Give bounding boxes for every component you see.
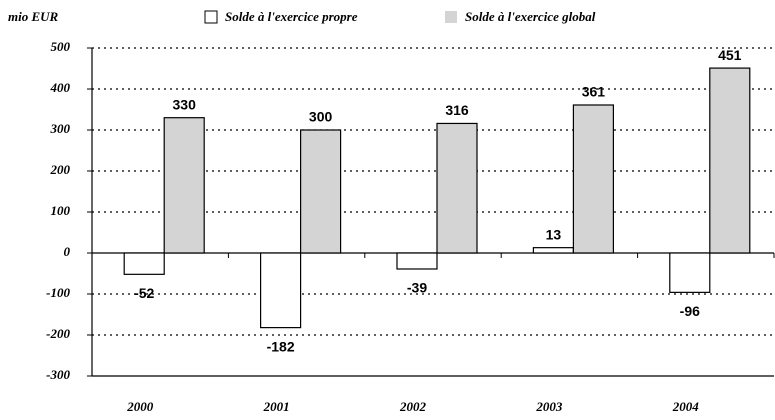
bar (532, 247, 575, 254)
legend-swatch (445, 11, 457, 23)
x-tick-label: 2000 (126, 399, 154, 414)
y-tick-label: 100 (51, 203, 71, 218)
x-tick-label: 2004 (672, 399, 700, 414)
y-tick-label: 200 (50, 162, 71, 177)
bar (163, 117, 205, 254)
legend-label: Solde à l'exercice propre (225, 9, 358, 24)
legend-label: Solde à l'exercice global (465, 9, 596, 24)
y-tick-label: -100 (46, 285, 70, 300)
bar (396, 252, 438, 270)
value-label: -182 (267, 338, 295, 354)
value-label: 330 (173, 96, 197, 112)
x-tick-label: 2002 (399, 399, 427, 414)
value-label: -39 (407, 280, 427, 296)
value-label: 316 (445, 102, 469, 118)
value-label: -52 (134, 285, 154, 301)
value-label: 300 (309, 109, 333, 125)
y-tick-label: -300 (46, 367, 70, 382)
y-axis-label: mio EUR (8, 9, 59, 24)
bar (436, 122, 478, 254)
bar (260, 252, 302, 329)
bar (669, 252, 711, 293)
bar (709, 67, 751, 254)
y-tick-label: 0 (64, 244, 71, 259)
bar (123, 252, 165, 275)
x-tick-label: 2001 (263, 399, 290, 414)
value-label: 13 (546, 226, 562, 242)
y-tick-label: 300 (50, 121, 71, 136)
y-tick-label: 500 (51, 39, 71, 54)
value-label: 451 (718, 47, 742, 63)
x-tick-label: 2003 (535, 399, 563, 414)
legend-swatch (204, 10, 218, 24)
y-tick-label: 400 (50, 80, 71, 95)
bar (572, 104, 615, 254)
y-tick-label: -200 (46, 326, 70, 341)
bar (300, 129, 342, 254)
value-label: 361 (582, 84, 606, 100)
value-label: -96 (680, 303, 700, 319)
